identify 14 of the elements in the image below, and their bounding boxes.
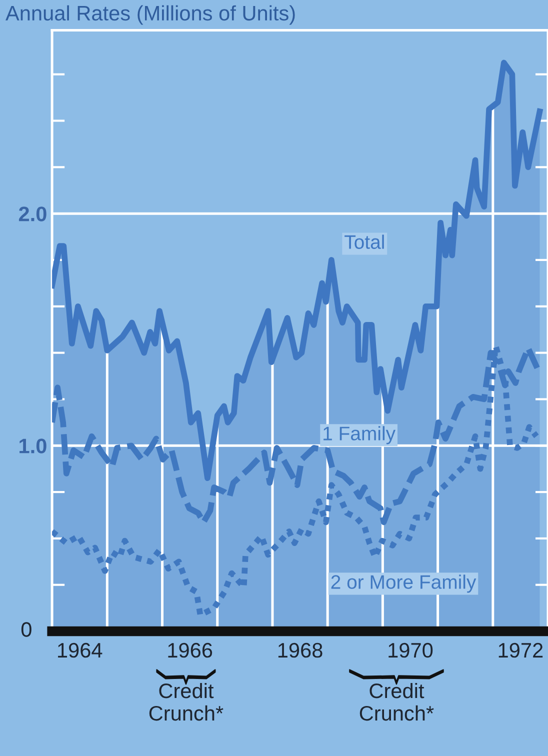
- chart-title: Annual Rates (Millions of Units): [6, 5, 295, 25]
- x-tick-label: 1964: [58, 642, 102, 658]
- text: Credit Crunch*: [149, 682, 224, 721]
- x-tick-label: 1972: [498, 642, 543, 658]
- text: 0: [21, 622, 32, 637]
- x-tick-label: 1968: [278, 642, 322, 658]
- series-label: Total: [344, 234, 384, 249]
- y-tick-label: 1.0: [20, 438, 46, 454]
- text: Credit Crunch*: [360, 682, 434, 721]
- x-tick-label: 1966: [168, 642, 212, 658]
- x-tick-label: 1970: [388, 642, 433, 658]
- y-tick-label: 2.0: [18, 206, 46, 222]
- series-label: 1 Family: [324, 426, 396, 444]
- text: 2 or More Family: [331, 574, 476, 593]
